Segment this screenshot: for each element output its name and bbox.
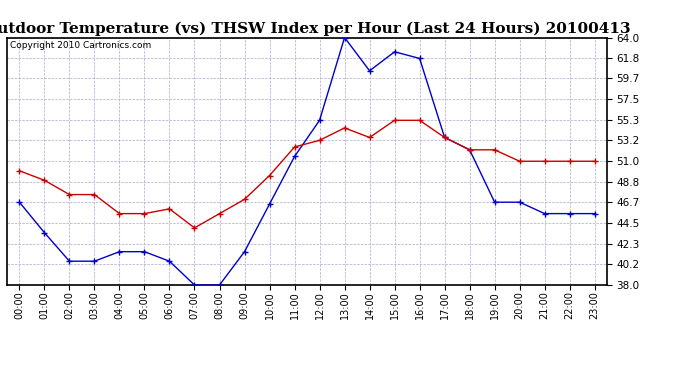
Text: Copyright 2010 Cartronics.com: Copyright 2010 Cartronics.com (10, 41, 151, 50)
Title: Outdoor Temperature (vs) THSW Index per Hour (Last 24 Hours) 20100413: Outdoor Temperature (vs) THSW Index per … (0, 22, 631, 36)
